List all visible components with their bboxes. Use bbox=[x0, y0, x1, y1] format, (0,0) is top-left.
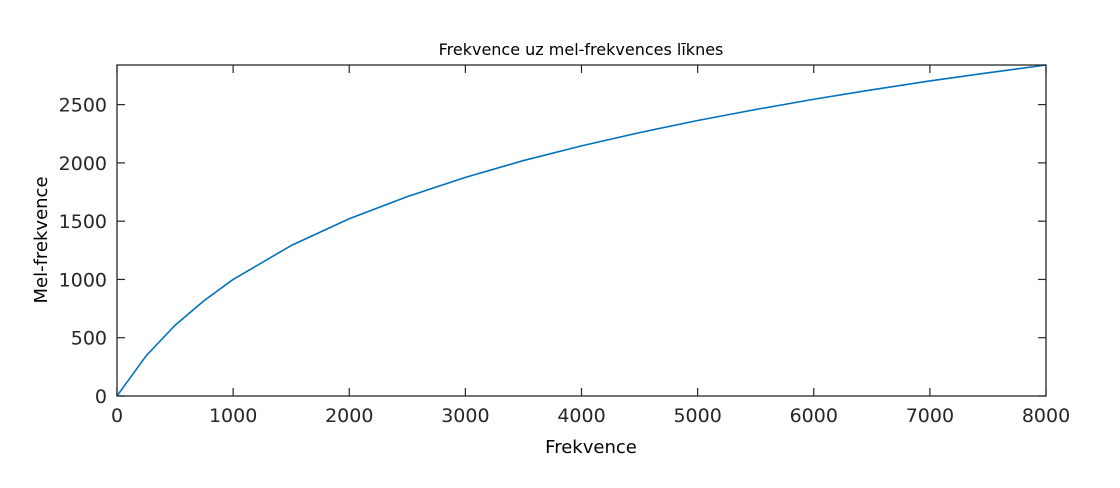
x-tick-label: 5000 bbox=[673, 405, 721, 427]
y-tick-label: 1000 bbox=[59, 269, 107, 291]
chart-title: Frekvence uz mel-frekvences līknes bbox=[439, 40, 724, 59]
y-tick-label: 2500 bbox=[59, 95, 107, 117]
x-tick-label: 6000 bbox=[790, 405, 838, 427]
y-tick-label: 2000 bbox=[59, 153, 107, 175]
ticks-layer: 0 1000 2000 3000 4000 5000 6000 7000 8000 0 500 100… bbox=[59, 65, 1070, 427]
y-axis-label: Mel-frekvence bbox=[31, 176, 52, 303]
y-tick-label: 500 bbox=[71, 328, 107, 350]
x-tick-label: 8000 bbox=[1022, 405, 1070, 427]
plot-frame bbox=[116, 64, 1047, 397]
y-tick-label: 1500 bbox=[59, 211, 107, 233]
x-tick-label: 3000 bbox=[441, 405, 489, 427]
x-tick-label: 4000 bbox=[557, 405, 605, 427]
x-tick-label: 7000 bbox=[906, 405, 954, 427]
series-line-1 bbox=[116, 64, 1047, 397]
plot-area-background bbox=[117, 65, 1046, 396]
y-tick-label: 0 bbox=[95, 386, 107, 408]
plot-layer bbox=[116, 64, 1047, 397]
x-tick-label: 1000 bbox=[209, 405, 257, 427]
x-axis-label: Frekvence bbox=[545, 437, 637, 458]
x-tick-label: 0 bbox=[111, 405, 123, 427]
x-tick-label: 2000 bbox=[325, 405, 373, 427]
